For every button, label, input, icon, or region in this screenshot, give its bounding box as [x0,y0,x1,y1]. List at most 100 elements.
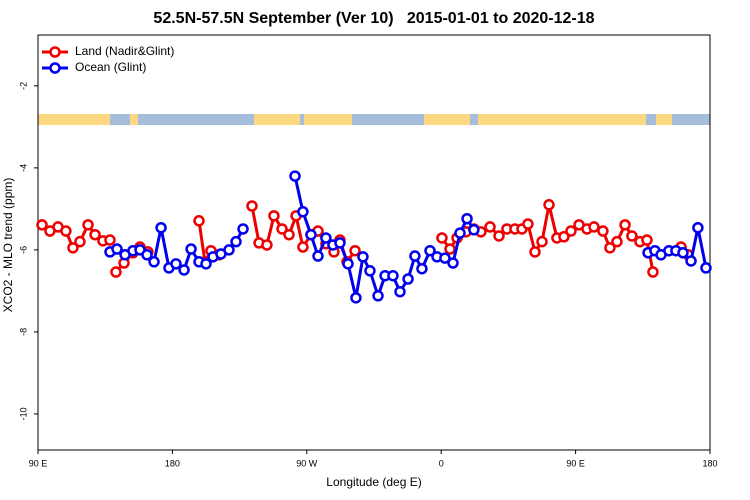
data-point [439,252,451,264]
data-point [289,170,301,182]
data-point [261,239,273,251]
chart-title: 52.5N-57.5N September (Ver 10) 2015-01-0… [153,10,594,27]
data-point [200,258,212,270]
legend-marker [49,62,61,74]
data-point [611,235,623,248]
x-tick-label: 90 W [296,458,318,468]
data-point [461,212,473,225]
data-point [230,235,242,248]
data-point [402,273,414,285]
data-point [305,228,317,241]
data-point [342,258,354,270]
data-point [349,244,361,257]
data-point [364,265,376,277]
x-tick-label: 90 E [566,458,585,468]
legend-label: Ocean (Glint) [75,60,146,74]
data-point [409,250,421,262]
x-tick-label: 180 [165,458,180,468]
data-point [454,227,466,239]
data-point [82,219,94,231]
data-point [170,258,182,270]
data-point [626,230,638,242]
data-point [155,221,167,234]
data-point [588,221,600,233]
data-point [558,231,570,243]
data-point [36,219,48,231]
data-point [493,230,505,242]
legend-label: Land (Nadir&Glint) [75,44,174,58]
data-point [89,228,101,241]
data-point [387,269,399,282]
data-point [543,199,555,211]
data-point [237,223,249,235]
ocean-strip [110,114,130,125]
data-point [111,243,123,255]
ocean-strip [138,114,254,125]
data-point [447,257,459,269]
data-point [60,225,72,237]
data-point [141,249,153,261]
data-point [268,210,280,222]
data-point [185,243,197,255]
data-point [357,251,369,263]
data-point [110,266,122,278]
data-point [312,250,324,262]
y-tick-label: -6 [18,246,28,254]
data-point [246,200,258,212]
data-point [320,232,332,244]
data-point [148,256,160,268]
data-point [424,244,436,257]
data-point [468,224,480,236]
data-point [394,285,406,298]
data-point [104,234,116,246]
ocean-strip [300,114,304,125]
x-tick-label: 0 [439,458,444,468]
data-point [193,215,205,227]
data-point [565,225,577,237]
ocean-strip [646,114,656,125]
data-point [223,244,235,256]
data-point [619,219,631,231]
data-point [597,225,609,237]
data-point [522,218,534,230]
y-tick-label: -4 [18,164,28,172]
map-strip [38,114,710,125]
legend-marker [49,46,61,58]
y-axis-label: XCO2 - MLO trend (ppm) [1,178,15,313]
data-point [700,262,712,274]
ocean-strip [352,114,424,125]
data-point [536,235,548,248]
data-point [67,242,79,254]
data-point [276,223,288,235]
data-point [416,262,428,275]
x-tick-label: 90 E [29,458,48,468]
y-tick-label: -2 [18,82,28,90]
data-point [677,247,689,259]
data-point [484,221,496,233]
data-point [334,237,346,249]
y-tick-label: -10 [18,407,28,420]
series [104,170,712,304]
data-point [647,266,659,278]
data-point [436,232,448,244]
data-point [529,246,541,258]
data-point [283,228,295,241]
series [36,199,694,278]
y-tick-label: -8 [18,328,28,336]
data-point [350,292,362,304]
plot-frame [37,34,711,451]
x-axis-label: Longitude (deg E) [326,475,421,489]
data-point [604,242,616,254]
x-tick-label: 180 [702,458,717,468]
data-point [444,243,456,255]
data-point [178,264,190,276]
data-point [685,255,697,267]
ocean-strip [672,114,710,125]
data-point [372,290,384,302]
data-point [692,221,704,234]
data-point [297,241,309,253]
data-point [641,234,653,246]
data-point [297,205,309,218]
ocean-strip [470,114,478,125]
